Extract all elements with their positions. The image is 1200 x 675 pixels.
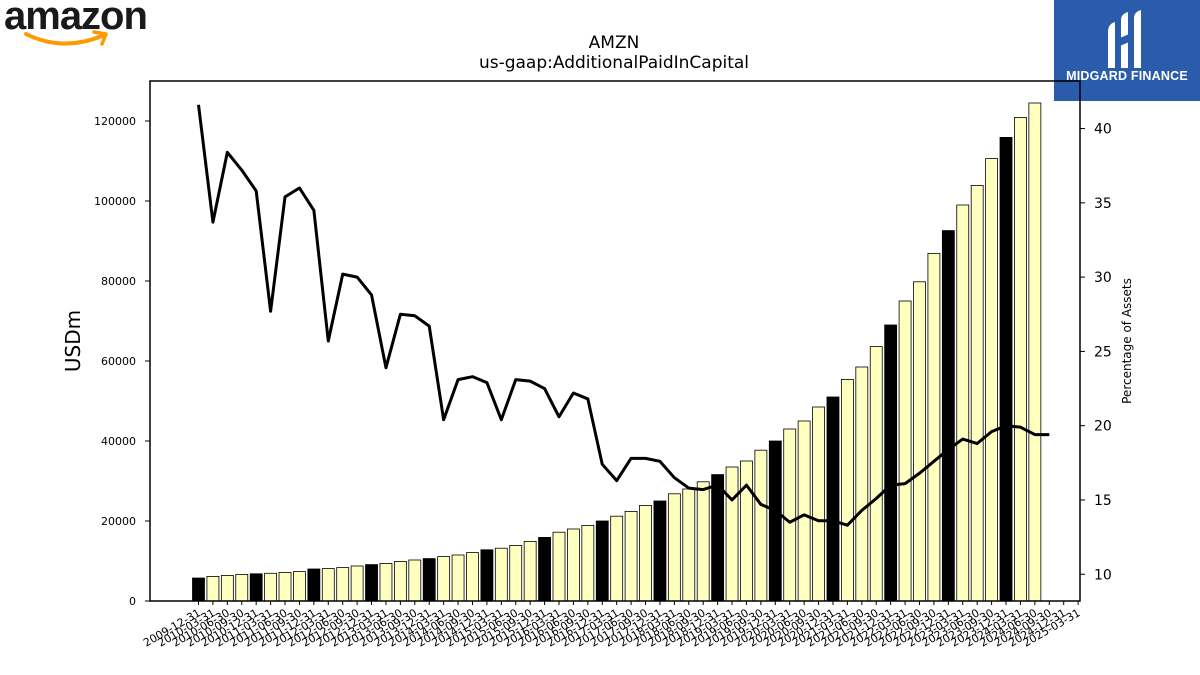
bar-2010-12-31	[249, 573, 263, 602]
right-y-axis: 10 15 20 25 30 35 40	[1080, 122, 1112, 583]
bar-2023-03-31	[956, 204, 970, 602]
bar-2017-12-31	[653, 500, 667, 602]
y-tick-label: 0	[129, 595, 136, 608]
bar-2017-03-31	[610, 515, 624, 602]
y2-tick-label: 10	[1094, 567, 1112, 583]
bar-2023-06-30	[970, 184, 984, 602]
midgard-finance-label: MIDGARD FINANCE	[1066, 69, 1188, 83]
bar-2021-03-31	[841, 378, 854, 602]
y2-axis-label: Percentage of Assets	[1120, 278, 1134, 404]
bar-2019-09-30	[754, 449, 768, 602]
left-y-axis: 0 20000 40000 60000 80000 100000 120000	[94, 115, 150, 608]
bar-2015-12-31	[538, 537, 551, 602]
bar-2013-03-31	[379, 563, 393, 602]
bar-series	[192, 102, 1042, 602]
bar-2012-06-30	[336, 567, 350, 602]
y2-tick-label: 30	[1094, 270, 1112, 286]
bar-2020-06-30	[797, 420, 811, 602]
bar-2018-12-31	[711, 474, 725, 602]
line-series	[197, 104, 1050, 527]
y-tick-label: 100000	[94, 195, 136, 208]
bar-2021-06-30	[855, 366, 869, 602]
bar-2020-09-30	[812, 406, 825, 602]
y2-tick-label: 40	[1094, 122, 1112, 138]
chart-title: AMZN	[589, 33, 640, 53]
bar-2018-06-30	[682, 488, 696, 602]
pct-assets-line	[197, 104, 1050, 527]
bar-2014-06-30	[451, 554, 465, 602]
bar-2015-09-30	[523, 541, 537, 602]
bar-2022-03-31	[898, 300, 912, 602]
bar-2021-12-31	[884, 324, 898, 602]
bar-2010-03-31	[206, 576, 220, 602]
bar-2014-09-30	[466, 552, 479, 602]
y2-tick-label: 35	[1094, 196, 1112, 212]
bar-2012-03-31	[321, 568, 335, 602]
y-axis-label: USDm	[61, 310, 85, 372]
y-tick-label: 40000	[101, 435, 136, 448]
bar-2019-06-30	[740, 460, 753, 602]
bar-2020-03-31	[783, 428, 797, 602]
y2-tick-label: 15	[1094, 493, 1112, 509]
x-axis: 2009-12-312010-03-312010-06-302010-09-30…	[141, 601, 1083, 650]
bar-2011-03-31	[264, 572, 278, 602]
bar-2015-06-30	[509, 545, 523, 602]
bar-2021-09-30	[869, 346, 883, 602]
bar-2023-12-31	[999, 136, 1013, 602]
bar-2013-06-30	[393, 561, 407, 602]
bar-2015-03-31	[494, 547, 508, 602]
bar-2019-03-31	[725, 466, 739, 602]
bar-2016-06-30	[567, 528, 580, 602]
bar-2011-06-30	[278, 572, 292, 602]
amazon-logo-word: amazon	[4, 0, 148, 38]
amazon-smile-arrow-icon	[24, 30, 108, 46]
bar-2017-06-30	[624, 510, 638, 602]
bar-2019-12-31	[768, 440, 782, 602]
midgard-finance-logo: MIDGARD FINANCE	[1054, 0, 1200, 101]
y2-tick-label: 20	[1094, 419, 1112, 435]
chart-subtitle: us-gaap:AdditionalPaidInCapital	[479, 53, 749, 73]
plot-frame	[149, 80, 1081, 602]
bar-2022-09-30	[927, 252, 941, 602]
bar-2023-09-30	[985, 158, 998, 602]
bar-2022-12-31	[941, 230, 955, 602]
bar-2024-03-31	[1014, 117, 1027, 602]
bar-2012-12-31	[365, 564, 378, 602]
bar-2014-03-31	[437, 556, 451, 602]
bar-2018-03-31	[667, 493, 681, 602]
bar-2011-09-30	[293, 571, 306, 602]
bar-2016-09-30	[581, 525, 595, 602]
y-tick-label: 20000	[101, 515, 136, 528]
midgard-m-emblem-icon	[1108, 10, 1141, 68]
bar-2013-12-31	[422, 558, 436, 602]
bar-2014-12-31	[480, 549, 494, 602]
bar-2010-09-30	[235, 574, 249, 602]
y2-tick-label: 25	[1094, 344, 1112, 360]
bar-2017-09-30	[639, 504, 652, 602]
y-tick-label: 120000	[94, 115, 136, 128]
y-tick-label: 80000	[101, 275, 136, 288]
bar-2009-12-31	[192, 577, 205, 602]
bar-2010-06-30	[220, 575, 234, 602]
bar-2016-12-31	[595, 520, 609, 602]
bar-2018-09-30	[696, 481, 710, 602]
amazon-logo: amazon	[4, 0, 154, 52]
y-tick-label: 60000	[101, 355, 136, 368]
bar-2020-12-31	[826, 396, 840, 602]
bar-2012-09-30	[350, 565, 364, 602]
bar-2016-03-31	[552, 531, 566, 602]
bar-2013-09-30	[408, 559, 422, 602]
bar-2011-12-31	[307, 568, 321, 602]
bar-2022-06-30	[913, 281, 926, 602]
bar-2024-06-30	[1028, 102, 1042, 602]
